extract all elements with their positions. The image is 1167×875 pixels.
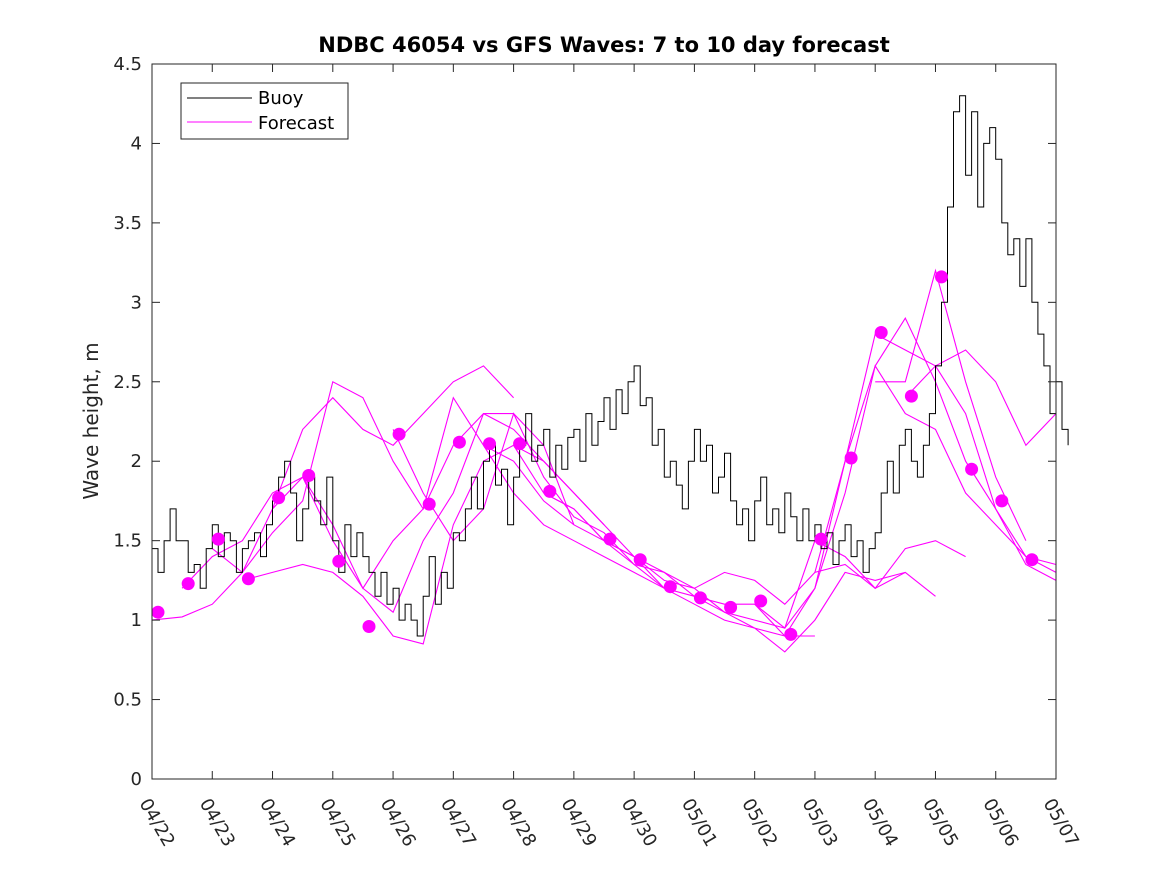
forecast-marker (784, 627, 798, 641)
forecast-line (754, 364, 1057, 637)
y-axis: 0 0.5 1 1.5 2 2.5 3 3.5 4 4.5 (113, 54, 1056, 790)
legend-label-forecast: Forecast (258, 113, 334, 134)
legend-box (180, 82, 349, 140)
forecast-line (151, 365, 514, 621)
forecast-marker (663, 580, 677, 594)
forecast-line (543, 333, 1057, 629)
legend-label-buoy: Buoy (258, 88, 304, 109)
forecast-marker (1025, 553, 1039, 567)
forecast-marker (392, 427, 406, 441)
forecast-marker (241, 572, 255, 586)
forecast-line (392, 412, 906, 653)
forecast-marker (633, 553, 647, 567)
y-tick-label: 1 (131, 610, 142, 631)
forecast-line (211, 380, 605, 574)
y-tick-label: 0.5 (113, 690, 142, 711)
forecast-line (875, 268, 1027, 541)
forecast-marker (844, 451, 858, 465)
forecast-marker (332, 554, 346, 568)
axes-box (151, 63, 1057, 780)
forecast-marker (724, 600, 738, 614)
forecast-line (904, 349, 1057, 447)
y-tick-label: 2.5 (113, 372, 142, 393)
forecast-marker (935, 270, 948, 284)
y-tick-label: 2 (131, 451, 142, 472)
legend: Buoy Forecast (180, 82, 349, 140)
buoy-line (152, 95, 1069, 637)
forecast-marker (483, 437, 496, 451)
forecast-marker (151, 605, 165, 619)
series-layer (151, 95, 1069, 653)
forecast-marker (814, 532, 828, 546)
forecast-line (242, 444, 665, 645)
forecast-marker (693, 591, 707, 605)
forecast-marker (362, 620, 376, 633)
y-tick-label: 4.5 (113, 54, 142, 75)
forecast-marker (874, 326, 888, 339)
forecast-marker (272, 491, 286, 505)
y-tick-label: 4 (131, 133, 142, 154)
y-tick-label: 0 (131, 769, 142, 790)
chart-title: NDBC 46054 vs GFS Waves: 7 to 10 day for… (318, 33, 889, 57)
forecast-marker (302, 469, 316, 482)
forecast-marker (603, 532, 617, 546)
forecast-marker (904, 389, 918, 403)
forecast-marker (452, 435, 466, 449)
forecast-marker (513, 437, 527, 451)
forecast-marker (422, 497, 436, 511)
y-tick-label: 3 (131, 292, 142, 313)
forecast-marker (754, 594, 768, 608)
forecast-marker (995, 494, 1009, 508)
forecast-marker (965, 462, 979, 476)
forecast-marker (543, 484, 557, 498)
forecast-marker (211, 532, 225, 546)
forecast-marker (181, 577, 195, 591)
forecast-line (181, 413, 575, 614)
y-tick-label: 1.5 (113, 531, 142, 552)
forecast-line (272, 396, 815, 637)
y-tick-label: 3.5 (113, 213, 142, 234)
y-axis-label: Wave height, m (79, 342, 103, 499)
